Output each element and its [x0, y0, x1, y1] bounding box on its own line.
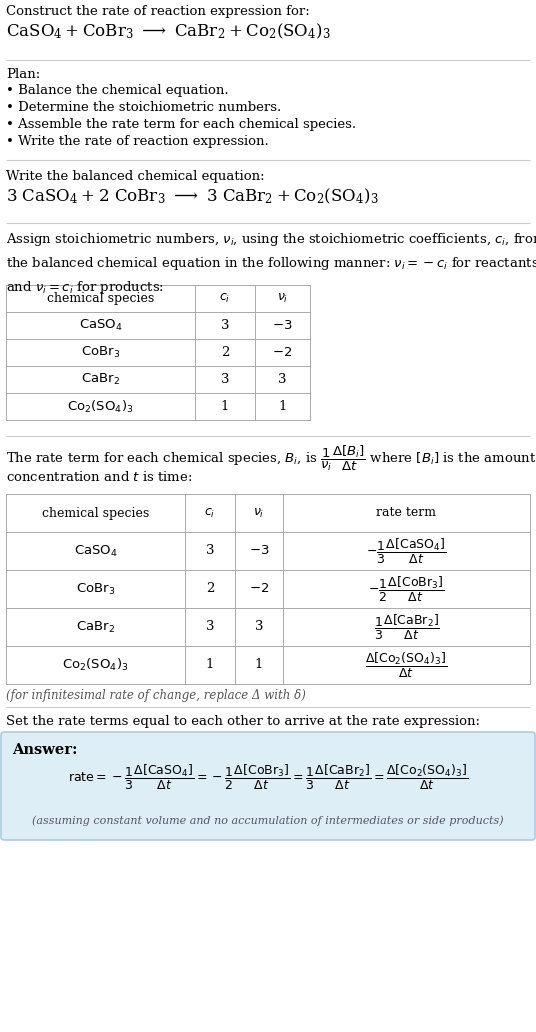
Text: Plan:: Plan: — [6, 68, 40, 80]
Text: $\mathrm{CaSO_4}$: $\mathrm{CaSO_4}$ — [79, 318, 122, 333]
Text: concentration and $t$ is time:: concentration and $t$ is time: — [6, 470, 192, 484]
Text: $-3$: $-3$ — [249, 545, 269, 557]
Text: $\mathrm{CaBr_2}$: $\mathrm{CaBr_2}$ — [81, 372, 120, 387]
Text: Construct the rate of reaction expression for:: Construct the rate of reaction expressio… — [6, 5, 310, 18]
Text: $c_i$: $c_i$ — [204, 507, 215, 519]
Text: $-\dfrac{1}{3}\dfrac{\Delta[\mathrm{CaSO_4}]}{\Delta t}$: $-\dfrac{1}{3}\dfrac{\Delta[\mathrm{CaSO… — [366, 537, 446, 566]
Text: $-2$: $-2$ — [249, 582, 269, 595]
Text: 1: 1 — [255, 658, 263, 672]
Text: $\nu_i$: $\nu_i$ — [254, 507, 265, 519]
Text: $c_i$: $c_i$ — [219, 292, 230, 305]
Text: (assuming constant volume and no accumulation of intermediates or side products): (assuming constant volume and no accumul… — [32, 815, 504, 826]
Text: $\mathrm{Co_2(SO_4)_3}$: $\mathrm{Co_2(SO_4)_3}$ — [62, 657, 129, 673]
Text: $\mathrm{CaBr_2}$: $\mathrm{CaBr_2}$ — [76, 619, 115, 635]
Text: 3: 3 — [221, 319, 229, 332]
Text: $\mathrm{Co_2(SO_4)_3}$: $\mathrm{Co_2(SO_4)_3}$ — [67, 398, 134, 415]
Text: Set the rate terms equal to each other to arrive at the rate expression:: Set the rate terms equal to each other t… — [6, 715, 480, 728]
Text: (for infinitesimal rate of change, replace Δ with δ): (for infinitesimal rate of change, repla… — [6, 689, 306, 702]
Text: 3: 3 — [255, 620, 263, 634]
Text: $\mathregular{3\ CaSO_4 + 2\ CoBr_3 \ \longrightarrow \ 3\ CaBr_2 + Co_2(SO_4)_3: $\mathregular{3\ CaSO_4 + 2\ CoBr_3 \ \l… — [6, 187, 378, 206]
Text: chemical species: chemical species — [42, 507, 149, 519]
Text: 3: 3 — [206, 620, 214, 634]
Text: • Balance the chemical equation.: • Balance the chemical equation. — [6, 84, 229, 97]
Text: $\dfrac{1}{3}\dfrac{\Delta[\mathrm{CaBr_2}]}{\Delta t}$: $\dfrac{1}{3}\dfrac{\Delta[\mathrm{CaBr_… — [374, 613, 440, 642]
Text: $-\dfrac{1}{2}\dfrac{\Delta[\mathrm{CoBr_3}]}{\Delta t}$: $-\dfrac{1}{2}\dfrac{\Delta[\mathrm{CoBr… — [368, 575, 445, 604]
Text: 1: 1 — [278, 400, 287, 413]
Text: 1: 1 — [221, 400, 229, 413]
Text: Write the balanced chemical equation:: Write the balanced chemical equation: — [6, 170, 265, 183]
Text: $\dfrac{\Delta[\mathrm{Co_2(SO_4)_3}]}{\Delta t}$: $\dfrac{\Delta[\mathrm{Co_2(SO_4)_3}]}{\… — [366, 650, 448, 679]
Text: 3: 3 — [278, 373, 287, 386]
Text: $\mathrm{rate} = -\dfrac{1}{3}\dfrac{\Delta[\mathrm{CaSO_4}]}{\Delta t} = -\dfra: $\mathrm{rate} = -\dfrac{1}{3}\dfrac{\De… — [68, 763, 468, 792]
Text: $-2$: $-2$ — [272, 346, 293, 359]
Text: The rate term for each chemical species, $B_i$, is $\dfrac{1}{\nu_i}\dfrac{\Delt: The rate term for each chemical species,… — [6, 444, 536, 474]
Text: • Write the rate of reaction expression.: • Write the rate of reaction expression. — [6, 135, 269, 148]
Text: $\nu_i$: $\nu_i$ — [277, 292, 288, 305]
Text: Assign stoichiometric numbers, $\nu_i$, using the stoichiometric coefficients, $: Assign stoichiometric numbers, $\nu_i$, … — [6, 231, 536, 296]
Text: 3: 3 — [206, 545, 214, 557]
Text: 2: 2 — [206, 582, 214, 595]
Text: Answer:: Answer: — [12, 743, 78, 757]
Text: • Assemble the rate term for each chemical species.: • Assemble the rate term for each chemic… — [6, 118, 356, 131]
Text: rate term: rate term — [376, 507, 436, 519]
Text: 1: 1 — [206, 658, 214, 672]
Text: $\mathrm{CoBr_3}$: $\mathrm{CoBr_3}$ — [81, 345, 120, 360]
FancyBboxPatch shape — [1, 732, 535, 840]
Text: 3: 3 — [221, 373, 229, 386]
Text: • Determine the stoichiometric numbers.: • Determine the stoichiometric numbers. — [6, 101, 281, 114]
Text: $-3$: $-3$ — [272, 319, 293, 332]
Text: $\mathrm{CoBr_3}$: $\mathrm{CoBr_3}$ — [76, 581, 115, 596]
Text: $\mathregular{CaSO_4 + CoBr_3 \ \longrightarrow \ CaBr_2 + Co_2(SO_4)_3}$: $\mathregular{CaSO_4 + CoBr_3 \ \longrig… — [6, 22, 331, 41]
Text: chemical species: chemical species — [47, 292, 154, 305]
Text: $\mathrm{CaSO_4}$: $\mathrm{CaSO_4}$ — [73, 544, 117, 558]
Text: 2: 2 — [221, 346, 229, 359]
